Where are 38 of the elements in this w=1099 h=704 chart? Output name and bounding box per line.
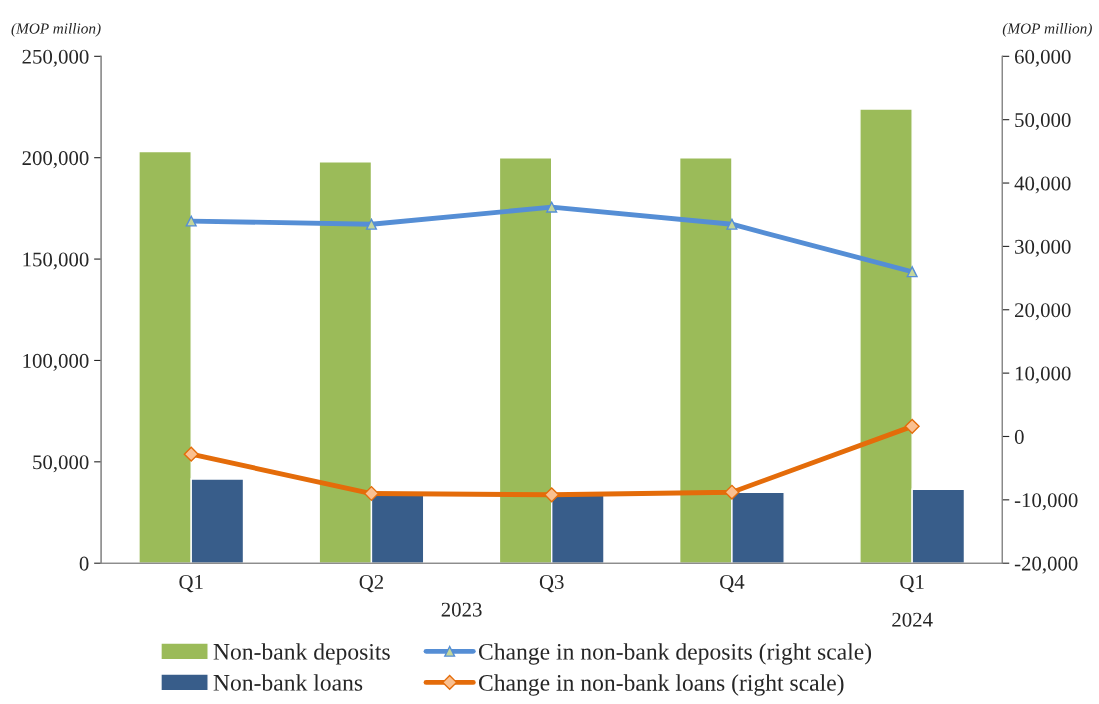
y2-tick-label: 20,000	[1015, 303, 1071, 321]
y2-tick-label: 30,000	[1015, 239, 1071, 257]
x-tick-label: Q3	[539, 574, 564, 593]
point	[904, 418, 920, 434]
legend-label: Non-bank loans	[213, 674, 363, 691]
y-axis-title: (MOP million)	[11, 22, 101, 37]
y2-tick-label: -20,000	[1014, 556, 1078, 574]
y-tick-label: 0	[79, 556, 89, 571]
x-tick-label: Q1	[179, 574, 203, 593]
point	[726, 218, 738, 230]
y2-tick-label: 60,000	[1014, 49, 1071, 67]
point	[363, 485, 380, 502]
y-tick-label: 50,000	[33, 455, 89, 473]
point	[185, 215, 197, 227]
y2-tick-label: 50,000	[1015, 113, 1071, 131]
y-tick-label: 250,000	[22, 49, 89, 67]
y2-tick-label: -10,000	[1014, 493, 1078, 511]
point	[724, 484, 740, 500]
point	[183, 446, 199, 462]
point	[365, 218, 378, 230]
point	[906, 266, 918, 278]
x-tick-label: Q4	[720, 574, 745, 593]
y-tick-label: 200,000	[22, 151, 89, 169]
x-tick-label: Q2	[359, 574, 384, 593]
y2-tick-label: 0	[1014, 429, 1024, 444]
text: 2024	[892, 612, 933, 627]
x-tick-label: Q1	[900, 574, 924, 593]
y-tick-label: 150,000	[23, 252, 89, 270]
legend-label: Change in non-bank loans (right scale)	[478, 674, 844, 696]
y2-tick-label: 40,000	[1014, 176, 1071, 194]
y-tick-label: 100,000	[23, 353, 89, 371]
point	[544, 487, 560, 503]
legend-label: Non-bank deposits	[213, 643, 390, 665]
legend-label: Change in non-bank deposits (right scale)	[478, 643, 872, 665]
y2-tick-label: 10,000	[1015, 366, 1071, 384]
y2-axis-title: (MOP million)	[1002, 22, 1092, 37]
point	[546, 201, 558, 213]
text: 2023	[441, 602, 482, 617]
